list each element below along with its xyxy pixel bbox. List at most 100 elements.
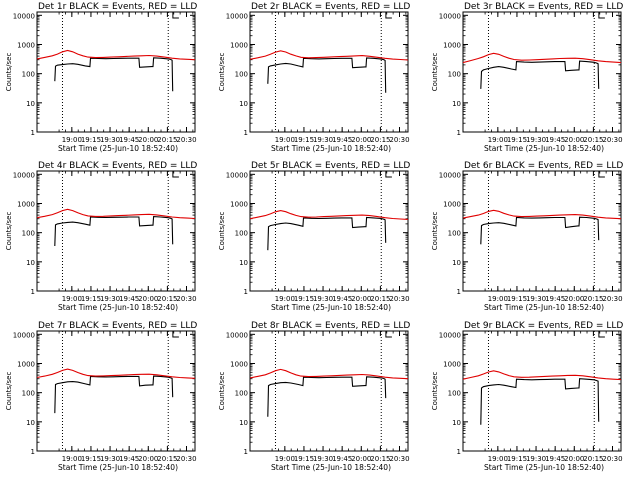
panel-title: Det 7r BLACK = Events, RED = LLD — [38, 321, 197, 331]
y-tick-label: 1000 — [17, 360, 35, 368]
x-tick-label: 19:00 — [275, 136, 295, 144]
x-tick-label: 20:30 — [602, 455, 622, 463]
x-axis-label: Start Time (25-Jun-10 18:52:40) — [58, 303, 178, 312]
y-tick-label: 10000 — [13, 171, 35, 179]
y-tick-label: 1 — [244, 129, 248, 137]
detector-panel: Det 9r BLACK = Events, RED = LLD 1 10 100 10… — [431, 321, 623, 472]
y-axis-label: Counts/sec — [218, 372, 226, 411]
time-bracket-marker — [172, 12, 179, 19]
detector-panel: Det 2r BLACK = Events, RED = LLD 1 10 100 10… — [218, 2, 410, 153]
panel-title: Det 2r BLACK = Events, RED = LLD — [251, 2, 410, 12]
x-tick-label: 20:15 — [157, 455, 177, 463]
x-axis-label: Start Time (25-Jun-10 18:52:40) — [484, 463, 604, 472]
y-tick-label: 100 — [235, 390, 248, 398]
x-tick-label: 19:45 — [332, 136, 352, 144]
x-tick-label: 19:30 — [100, 455, 120, 463]
y-tick-label: 10000 — [226, 331, 248, 339]
x-tick-label: 20:00 — [138, 295, 158, 303]
y-tick-label: 1 — [244, 288, 248, 296]
panel-title: Det 8r BLACK = Events, RED = LLD — [251, 321, 410, 331]
x-tick-label: 20:15 — [370, 455, 390, 463]
x-tick-label: 19:45 — [545, 295, 565, 303]
detector-panel: Det 8r BLACK = Events, RED = LLD 1 10 100 10… — [218, 321, 410, 472]
plot-frame — [462, 330, 622, 452]
x-tick-label: 19:45 — [332, 455, 352, 463]
lld-series-line — [37, 208, 195, 220]
x-tick-label: 20:30 — [602, 136, 622, 144]
x-tick-label: 19:15 — [81, 455, 101, 463]
x-tick-label: 19:30 — [100, 295, 120, 303]
detector-panel: Det 1r BLACK = Events, RED = LLD 1 10 100 10… — [5, 2, 197, 153]
y-tick-label: 100 — [22, 390, 35, 398]
x-tick-label: 19:15 — [294, 455, 314, 463]
y-tick-label: 10 — [452, 100, 461, 108]
y-tick-label: 10 — [452, 419, 461, 427]
y-tick-label: 1000 — [230, 200, 248, 208]
events-series-line — [480, 216, 600, 245]
panel-title: Det 5r BLACK = Events, RED = LLD — [251, 161, 410, 171]
events-series-line — [267, 216, 387, 251]
y-axis-label: Counts/sec — [218, 53, 226, 92]
events-series-line — [480, 378, 600, 425]
x-tick-label: 19:15 — [507, 295, 527, 303]
x-axis-label: Start Time (25-Jun-10 18:52:40) — [58, 463, 178, 472]
time-bracket-marker — [598, 171, 605, 178]
lld-series-line — [463, 209, 621, 220]
events-series-line — [267, 57, 387, 93]
events-series-line — [54, 375, 174, 414]
time-bracket-marker — [385, 171, 392, 178]
time-bracket-marker — [385, 12, 392, 19]
x-tick-label: 20:15 — [370, 136, 390, 144]
x-tick-label: 20:00 — [564, 295, 584, 303]
panel-title: Det 6r BLACK = Events, RED = LLD — [464, 161, 623, 171]
x-tick-label: 19:00 — [62, 136, 82, 144]
time-bracket-marker — [172, 331, 179, 338]
y-tick-label: 10 — [239, 259, 248, 267]
detector-panel: Det 6r BLACK = Events, RED = LLD 1 10 100 10… — [431, 161, 623, 312]
y-tick-label: 1 — [31, 288, 35, 296]
y-tick-label: 1 — [31, 448, 35, 456]
events-series-line — [54, 57, 174, 92]
y-tick-label: 1 — [457, 448, 461, 456]
y-tick-label: 1000 — [230, 360, 248, 368]
x-tick-label: 20:30 — [176, 295, 196, 303]
events-series-line — [480, 60, 600, 89]
x-tick-label: 19:00 — [275, 455, 295, 463]
x-tick-label: 20:30 — [389, 295, 409, 303]
time-bracket-marker — [598, 331, 605, 338]
x-tick-label: 19:00 — [488, 455, 508, 463]
y-tick-label: 10 — [239, 100, 248, 108]
x-tick-label: 20:15 — [157, 295, 177, 303]
x-tick-label: 20:00 — [564, 455, 584, 463]
x-tick-label: 20:15 — [583, 136, 603, 144]
panel-title: Det 9r BLACK = Events, RED = LLD — [464, 321, 623, 331]
y-tick-label: 100 — [448, 230, 461, 238]
x-tick-label: 19:45 — [545, 136, 565, 144]
detector-panel: Det 4r BLACK = Events, RED = LLD 1 10 100 10… — [5, 161, 197, 312]
y-tick-label: 1000 — [17, 41, 35, 49]
lld-series-line — [250, 50, 408, 61]
x-tick-label: 20:30 — [176, 136, 196, 144]
plot-frame — [36, 170, 196, 292]
time-bracket-marker — [172, 171, 179, 178]
events-series-line — [54, 216, 174, 247]
y-tick-label: 1 — [244, 448, 248, 456]
y-tick-label: 10 — [452, 259, 461, 267]
x-tick-label: 19:15 — [81, 295, 101, 303]
plot-frame — [462, 170, 622, 292]
x-tick-label: 19:45 — [545, 455, 565, 463]
y-tick-label: 10 — [26, 100, 35, 108]
x-tick-label: 19:15 — [507, 136, 527, 144]
x-tick-label: 20:30 — [176, 455, 196, 463]
x-axis-label: Start Time (25-Jun-10 18:52:40) — [58, 144, 178, 153]
x-tick-label: 20:00 — [351, 295, 371, 303]
y-axis-label: Counts/sec — [5, 372, 13, 411]
x-tick-label: 19:30 — [313, 455, 333, 463]
panel-title: Det 3r BLACK = Events, RED = LLD — [464, 2, 623, 12]
x-tick-label: 20:30 — [602, 295, 622, 303]
y-tick-label: 10000 — [226, 171, 248, 179]
x-tick-label: 19:30 — [526, 455, 546, 463]
y-axis-label: Counts/sec — [431, 212, 439, 251]
y-tick-label: 100 — [448, 71, 461, 79]
